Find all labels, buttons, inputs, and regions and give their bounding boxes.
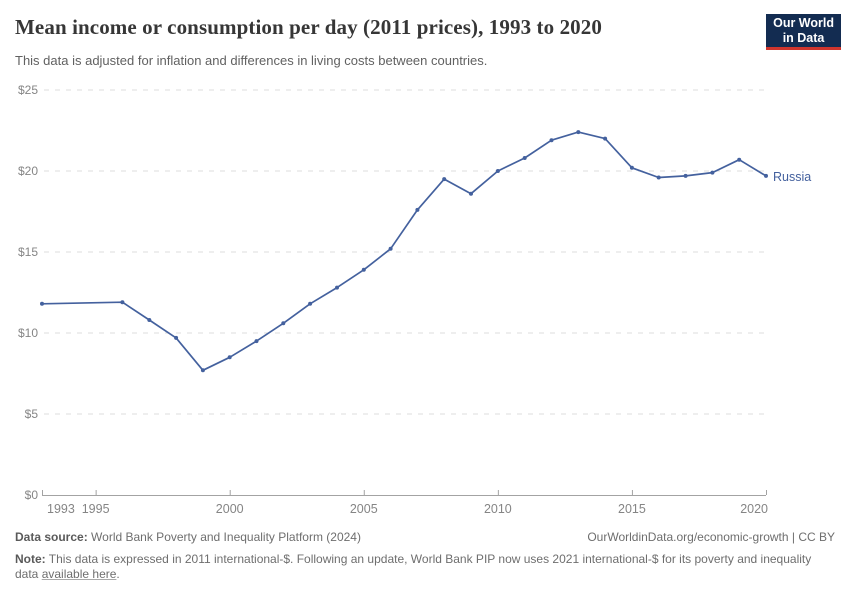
- data-point-2003[interactable]: [308, 301, 313, 306]
- data-point-2011[interactable]: [522, 156, 527, 160]
- data-source: Data source: World Bank Poverty and Ineq…: [15, 530, 361, 545]
- data-point-2005[interactable]: [361, 267, 366, 272]
- data-point-2015[interactable]: [629, 165, 634, 170]
- owid-logo[interactable]: Our World in Data: [766, 14, 841, 50]
- data-point-1997[interactable]: [147, 318, 152, 322]
- x-tick-label-2020: 2020: [740, 502, 768, 516]
- note-text: This data is expressed in 2011 internati…: [15, 552, 812, 581]
- data-point-2018[interactable]: [710, 170, 715, 175]
- data-point-2013[interactable]: [576, 130, 581, 135]
- canonical-url-license-link[interactable]: OurWorldinData.org/economic-growth | CC …: [587, 530, 835, 544]
- x-tick-label-1995: 1995: [82, 502, 110, 516]
- data-point-1999[interactable]: [200, 368, 205, 373]
- y-tick-label-15: $15: [18, 245, 38, 259]
- chart-title: Mean income or consumption per day (2011…: [15, 15, 602, 39]
- source-row: Data source: World Bank Poverty and Ineq…: [15, 530, 835, 545]
- data-point-2012[interactable]: [549, 138, 554, 143]
- y-tick-label-20: $20: [18, 164, 38, 178]
- chart-footer: Data source: World Bank Poverty and Ineq…: [15, 530, 835, 582]
- data-point-2017[interactable]: [683, 173, 688, 178]
- data-source-label: Data source:: [15, 530, 88, 544]
- data-point-2009[interactable]: [469, 191, 473, 196]
- y-tick-label-25: $25: [18, 83, 38, 97]
- chart-note: Note: This data is expressed in 2011 int…: [15, 552, 835, 582]
- data-source-text: World Bank Poverty and Inequality Platfo…: [91, 530, 361, 544]
- data-point-2007[interactable]: [415, 207, 420, 212]
- data-point-1993[interactable]: [40, 301, 44, 306]
- data-point-2016[interactable]: [656, 175, 661, 180]
- line-chart-plot[interactable]: $0 $5 $10 $15 $20 $25 1993 1995 2000 2005 2010 2015…: [0, 0, 850, 525]
- data-point-1996[interactable]: [120, 300, 125, 305]
- owid-logo-line2: in Data: [782, 31, 825, 45]
- data-point-2020[interactable]: [764, 173, 768, 178]
- y-tick-label-10: $10: [18, 326, 38, 340]
- x-tick-label-2010: 2010: [484, 502, 512, 516]
- data-line-russia[interactable]: [41, 131, 767, 372]
- data-point-2010[interactable]: [495, 169, 500, 173]
- x-tick-label-1993: 1993: [47, 502, 75, 516]
- x-tick-label-2015: 2015: [618, 502, 646, 516]
- x-tick-label-2000: 2000: [216, 502, 244, 516]
- note-suffix: .: [116, 567, 120, 581]
- x-tick-label-2005: 2005: [350, 502, 378, 516]
- note-label: Note:: [15, 552, 46, 566]
- data-point-2002[interactable]: [281, 321, 286, 326]
- data-point-2019[interactable]: [737, 157, 742, 162]
- available-here-link[interactable]: available here: [41, 567, 117, 581]
- owid-logo-line1: Our World: [773, 16, 834, 30]
- data-point-2008[interactable]: [442, 177, 447, 182]
- chart-subtitle: This data is adjusted for inflation and …: [15, 53, 488, 68]
- data-point-1998[interactable]: [174, 335, 179, 340]
- data-point-2006[interactable]: [388, 246, 393, 251]
- data-point-2001[interactable]: [254, 339, 259, 344]
- y-tick-label-5: $5: [25, 407, 39, 421]
- y-tick-label-0: $0: [25, 488, 39, 502]
- series-label-russia[interactable]: Russia: [773, 170, 811, 184]
- data-point-2004[interactable]: [335, 285, 339, 290]
- data-point-2000[interactable]: [227, 355, 232, 360]
- data-point-2014[interactable]: [603, 136, 608, 141]
